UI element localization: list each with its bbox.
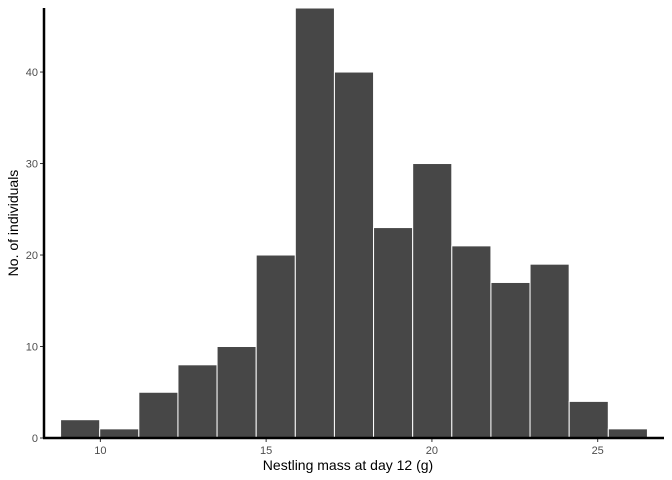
y-tick-label: 20 [26,250,38,262]
histogram-bar-7 [294,7,335,439]
y-tick-label: 0 [32,433,38,445]
histogram-bar-15 [607,428,648,439]
histogram-bar-2 [99,428,140,439]
histogram-bar-1 [60,419,101,439]
histogram-bar-12 [490,281,531,439]
y-axis-title: No. of individuals [5,170,21,277]
x-tick-label: 10 [94,445,106,457]
x-tick-label: 20 [426,445,438,457]
histogram-bar-6 [255,254,296,439]
bars-group [60,7,648,439]
histogram-bar-10 [412,163,453,439]
histogram-bar-11 [451,245,492,439]
y-tick-label: 30 [26,159,38,171]
y-axis-ticks: 0 10 20 30 40 [26,67,44,445]
y-tick-label: 40 [26,67,38,79]
histogram-bar-14 [568,400,609,439]
histogram-bar-13 [529,263,570,439]
x-tick-label: 25 [592,445,604,457]
histogram-bar-8 [333,71,375,439]
x-tick-label: 15 [260,445,272,457]
histogram-bar-4 [177,364,218,439]
y-tick-label: 10 [26,342,38,354]
x-axis-ticks: 10 15 20 25 [94,438,604,457]
histogram-bar-3 [138,391,179,439]
histogram-bar-9 [373,227,414,439]
x-axis-title: Nestling mass at day 12 (g) [263,457,433,473]
histogram-bar-5 [216,346,257,439]
